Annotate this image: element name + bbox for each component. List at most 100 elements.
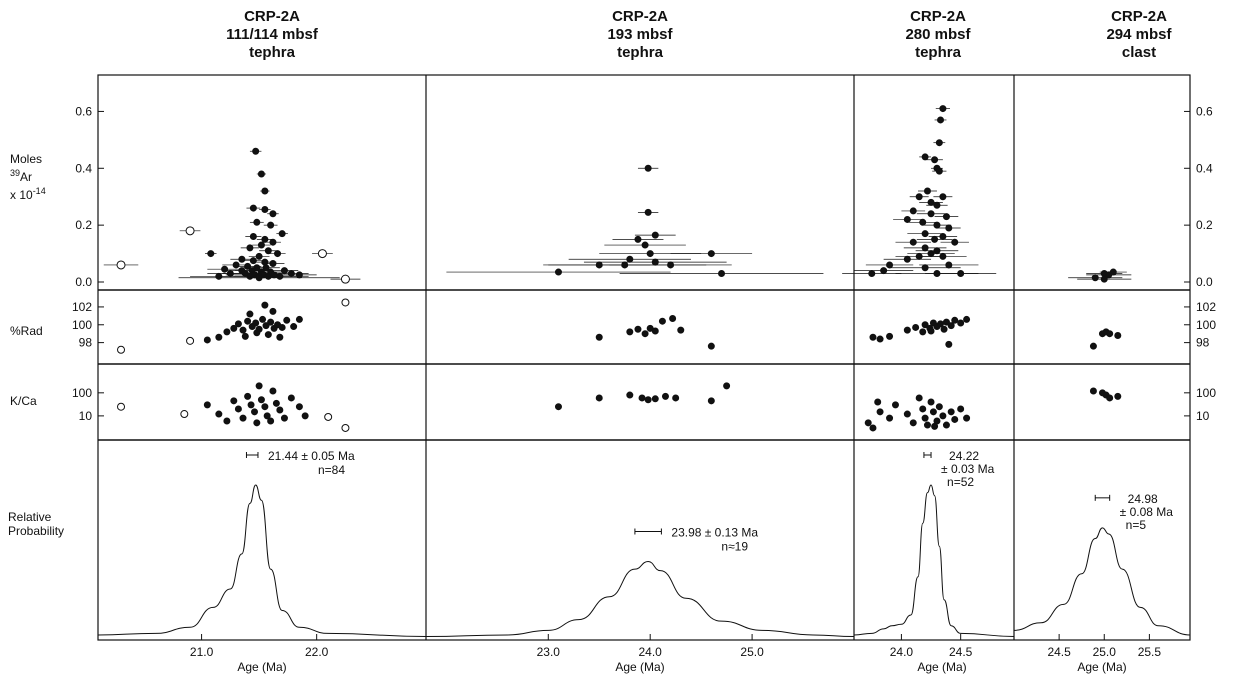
moles-point xyxy=(255,274,263,282)
kca-point xyxy=(234,405,242,413)
kca-point xyxy=(891,401,899,409)
probability-curve xyxy=(853,484,1015,637)
y-tick-label-right: 98 xyxy=(1196,336,1210,350)
rad-point xyxy=(951,316,959,324)
x-tick-label: 24.0 xyxy=(890,645,914,659)
y-tick-label-right: 10 xyxy=(1196,409,1210,423)
kca-point xyxy=(295,403,303,411)
rad-point-open xyxy=(186,336,195,345)
rad-point xyxy=(1114,331,1122,339)
moles-point xyxy=(646,250,654,258)
rad-point xyxy=(259,315,267,323)
y-tick-label-left: 0.0 xyxy=(75,275,92,289)
rad-point xyxy=(945,340,953,348)
kca-point xyxy=(1089,387,1097,395)
panel-title-3: CRP-2A 280 mbsf tephra xyxy=(853,8,1023,62)
rad-point xyxy=(1089,342,1097,350)
kca-point xyxy=(230,397,238,405)
rad-point xyxy=(290,323,298,331)
rad-point xyxy=(278,323,286,331)
moles-point xyxy=(595,261,603,269)
result-n-label: n=52 xyxy=(947,475,974,489)
kca-point xyxy=(287,394,295,402)
moles-point xyxy=(931,235,939,243)
moles-point xyxy=(921,244,929,252)
y-tick-label-right: 0.2 xyxy=(1196,218,1213,232)
kca-point xyxy=(263,412,271,420)
rad-point xyxy=(707,342,715,350)
moles-point xyxy=(269,238,277,246)
moles-point xyxy=(295,271,303,279)
x-axis-label: Age (Ma) xyxy=(237,660,286,674)
moles-point xyxy=(951,238,959,246)
moles-point xyxy=(921,230,929,238)
y-tick-label-left: 100 xyxy=(72,386,92,400)
moles-point xyxy=(880,267,888,275)
kca-point xyxy=(215,410,223,418)
result-pm-label: ± 0.03 Ma xyxy=(941,462,995,476)
kca-point xyxy=(554,403,562,411)
moles-label-sup: 39 xyxy=(10,168,21,178)
rad-point xyxy=(203,336,211,344)
x-tick-label: 22.0 xyxy=(305,645,329,659)
moles-label-exp: -14 xyxy=(32,186,46,196)
probability-curve xyxy=(97,484,427,637)
x-axis-label: Age (Ma) xyxy=(1077,660,1126,674)
rad-point xyxy=(239,326,247,334)
kca-point-open xyxy=(117,402,126,411)
moles-point xyxy=(909,238,917,246)
result-label: 21.44 ± 0.05 Ma xyxy=(268,449,355,463)
moles-point xyxy=(903,255,911,263)
kca-point-open xyxy=(180,410,189,419)
kca-point xyxy=(247,401,255,409)
moles-point xyxy=(939,105,947,113)
y-tick-label-right: 102 xyxy=(1196,300,1216,314)
moles-point xyxy=(903,215,911,223)
rad-point xyxy=(595,333,603,341)
moles-point xyxy=(238,255,246,263)
rad-point xyxy=(641,330,649,338)
moles-point xyxy=(287,269,295,277)
rad-point xyxy=(244,317,252,325)
panel-title-2: CRP-2A 193 mbsf tephra xyxy=(555,8,725,62)
kca-point xyxy=(253,419,261,427)
rad-point xyxy=(283,316,291,324)
y-tick-label-right: 100 xyxy=(1196,318,1216,332)
moles-point xyxy=(927,250,935,258)
moles-point xyxy=(923,187,931,195)
rad-point xyxy=(261,301,269,309)
moles-point xyxy=(667,261,675,269)
moles-point xyxy=(249,233,257,241)
kca-point xyxy=(939,412,947,420)
rad-point xyxy=(921,321,929,329)
moles-point xyxy=(942,213,950,221)
panel-title-2-line1: CRP-2A xyxy=(612,8,668,25)
kca-point-open xyxy=(341,423,350,432)
moles-point xyxy=(933,201,941,209)
kca-point xyxy=(651,395,659,403)
kca-point xyxy=(909,419,917,427)
kca-point xyxy=(272,399,280,407)
x-tick-label: 24.5 xyxy=(1047,645,1071,659)
moles-point xyxy=(261,258,269,266)
moles-point-open xyxy=(185,226,195,236)
moles-point xyxy=(1100,275,1108,283)
y-tick-label-left: 98 xyxy=(79,336,93,350)
moles-point xyxy=(927,210,935,218)
rad-point xyxy=(903,326,911,334)
rad-point xyxy=(252,319,260,327)
x-tick-label: 23.0 xyxy=(537,645,561,659)
kca-point xyxy=(874,398,882,406)
result-n-label: n=84 xyxy=(318,463,345,477)
kca-point xyxy=(876,408,884,416)
moles-point xyxy=(264,247,272,255)
kca-point xyxy=(707,397,715,405)
outer-frame xyxy=(97,74,1191,641)
kca-point xyxy=(942,421,950,429)
x-tick-label: 21.0 xyxy=(190,645,214,659)
rad-point xyxy=(295,315,303,323)
moles-label-line1: Moles xyxy=(10,152,43,166)
moles-point xyxy=(261,235,269,243)
rad-point xyxy=(927,327,935,335)
moles-point xyxy=(939,193,947,201)
